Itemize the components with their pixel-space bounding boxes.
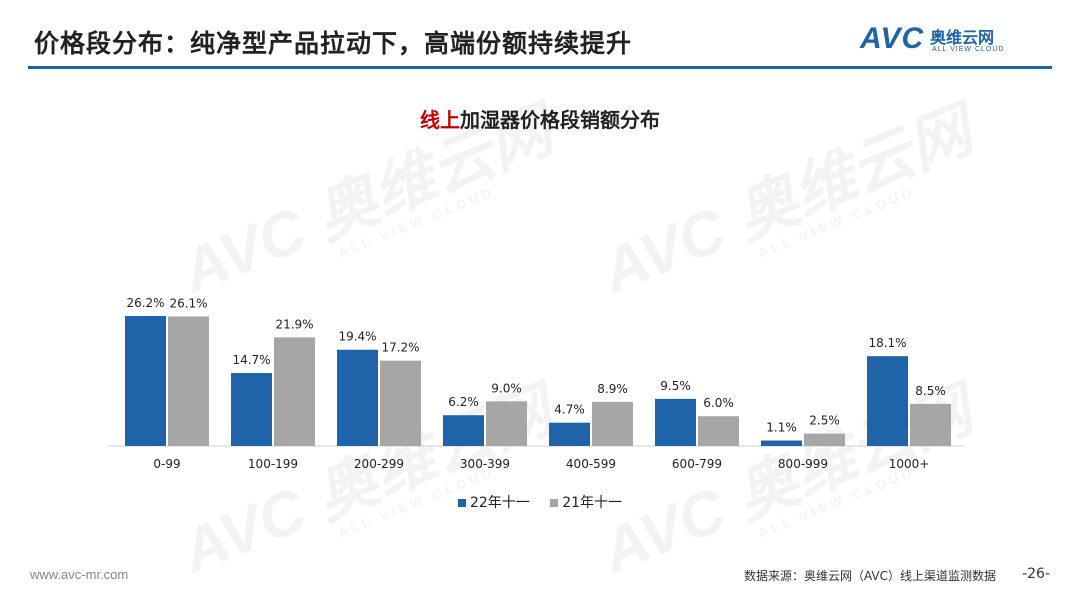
x-tick-label: 600-799 xyxy=(672,457,722,471)
bar-21-800-999 xyxy=(804,433,845,446)
data-label: 6.2% xyxy=(448,395,479,409)
header-divider xyxy=(28,66,1052,69)
chart-title: 线上加湿器价格段销额分布 xyxy=(0,104,1080,133)
legend-label-21: 21年十一 xyxy=(562,495,623,511)
bar-22-1000+ xyxy=(867,356,908,446)
data-source: 数据来源：奥维云网（AVC）线上渠道监测数据 xyxy=(743,569,996,583)
legend-swatch-21 xyxy=(550,499,559,507)
logo-avc-text: AVC xyxy=(860,22,925,55)
legend-item-22: 22年十一 xyxy=(457,492,530,512)
legend-item-21: 21年十一 xyxy=(550,492,622,512)
data-label: 8.5% xyxy=(915,384,946,398)
avc-logo: AVC 奥维云网 ALL VIEW CLOUD xyxy=(860,22,1050,58)
x-tick-label: 800-999 xyxy=(778,457,828,471)
data-label: 1.1% xyxy=(766,421,797,435)
data-label: 17.2% xyxy=(381,341,419,355)
logo-en-text: ALL VIEW CLOUD xyxy=(932,46,1005,53)
x-tick-label: 100-199 xyxy=(248,457,298,471)
data-label: 8.9% xyxy=(597,382,628,396)
data-label: 6.0% xyxy=(703,396,734,410)
bar-22-100-199 xyxy=(231,373,272,446)
page-title: 价格段分布：纯净型产品拉动下，高端份额持续提升 xyxy=(34,29,633,58)
bar-22-0-99 xyxy=(125,316,166,446)
bar-22-200-299 xyxy=(337,349,378,446)
bar-22-600-799 xyxy=(655,398,696,446)
bar-21-100-199 xyxy=(274,337,315,446)
x-tick-label: 400-599 xyxy=(566,457,616,471)
bar-21-0-99 xyxy=(168,316,209,446)
data-label: 26.2% xyxy=(126,296,164,310)
data-label: 26.1% xyxy=(169,296,207,310)
bar-21-600-799 xyxy=(698,416,739,446)
page-number: -26- xyxy=(1022,566,1050,582)
legend-swatch-22 xyxy=(457,499,466,507)
legend-label-22: 22年十一 xyxy=(469,495,530,511)
website-link[interactable]: www.avc-mr.com xyxy=(30,567,129,582)
data-label: 18.1% xyxy=(868,336,906,350)
bar-21-400-599 xyxy=(592,401,633,446)
x-tick-label: 200-299 xyxy=(354,457,404,471)
bar-21-200-299 xyxy=(380,360,421,446)
logo-cn-text: 奥维云网 xyxy=(930,28,995,47)
data-label: 2.5% xyxy=(809,414,840,428)
x-tick-label: 1000+ xyxy=(889,457,930,471)
data-label: 9.0% xyxy=(491,381,522,395)
bar-22-400-599 xyxy=(549,422,590,446)
chart-title-highlight: 线上 xyxy=(420,108,460,132)
data-label: 14.7% xyxy=(232,353,270,367)
bar-21-1000+ xyxy=(910,403,951,446)
data-label: 19.4% xyxy=(338,330,376,344)
bar-22-300-399 xyxy=(443,415,484,446)
data-label: 4.7% xyxy=(554,403,585,417)
x-tick-label: 300-399 xyxy=(460,457,510,471)
chart-legend: 22年十一 21年十一 xyxy=(0,492,1080,512)
data-label: 21.9% xyxy=(275,317,313,331)
chart-title-rest: 加湿器价格段销额分布 xyxy=(460,108,660,132)
bar-21-300-399 xyxy=(486,401,527,446)
bar-22-800-999 xyxy=(761,440,802,446)
data-label: 9.5% xyxy=(660,379,691,393)
x-tick-label: 0-99 xyxy=(153,457,180,471)
